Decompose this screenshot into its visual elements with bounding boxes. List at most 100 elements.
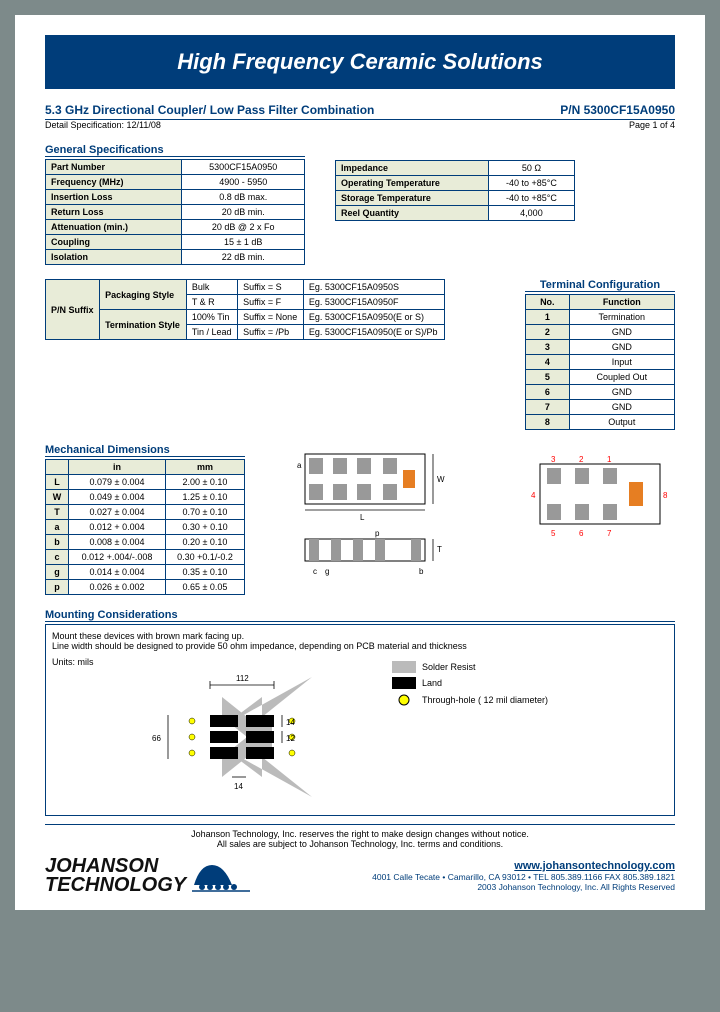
svg-text:p: p [375,529,380,538]
table-cell: 0.008 ± 0.004 [69,535,166,550]
table-cell: 0.35 ± 0.10 [165,565,244,580]
table-cell: Return Loss [46,205,182,220]
general-spec-table: Part Number5300CF15A0950Frequency (MHz)4… [45,159,305,265]
company-address: 4001 Calle Tecate • Camarillo, CA 93012 … [372,872,675,882]
mounting-diagram: 112 14 12 66 14 [132,657,372,809]
table-cell: Insertion Loss [46,190,182,205]
table-cell: 1 [526,310,570,325]
footer-line1: Johanson Technology, Inc. reserves the r… [45,829,675,839]
svg-text:3: 3 [551,455,556,464]
table-cell: W [46,490,69,505]
part-number-label: P/N 5300CF15A0950 [560,103,675,117]
mounting-line2: Line width should be designed to provide… [52,641,668,651]
table-cell: 2.00 ± 0.10 [165,475,244,490]
table-cell: 3 [526,340,570,355]
svg-text:g: g [325,567,329,576]
svg-text:112: 112 [236,674,249,683]
table-cell: Storage Temperature [336,191,489,206]
table-cell: Suffix = F [238,295,304,310]
page-number: Page 1 of 4 [629,120,675,130]
land-swatch [392,677,416,689]
table-cell: Suffix = S [238,280,304,295]
table-cell: Isolation [46,250,182,265]
mounting-legend: Solder Resist Land Through-hole ( 12 mil… [392,657,548,809]
table-cell [46,460,69,475]
table-cell: 22 dB min. [182,250,305,265]
table-cell: Input [569,355,674,370]
table-cell: 7 [526,400,570,415]
table-cell: GND [569,340,674,355]
detail-spec-date: Detail Specification: 12/11/08 [45,120,161,130]
table-cell: 0.8 dB max. [182,190,305,205]
svg-text:7: 7 [607,529,612,538]
mech-dim-heading: Mechanical Dimensions [45,444,245,457]
company-logo: JOHANSON TECHNOLOGY [45,857,186,895]
table-cell: Output [569,415,674,430]
table-cell: 0.30 +0.1/-0.2 [165,550,244,565]
table-cell: Frequency (MHz) [46,175,182,190]
svg-text:T: T [437,545,442,554]
footer-line2: All sales are subject to Johanson Techno… [45,839,675,849]
datasheet-page: High Frequency Ceramic Solutions 5.3 GHz… [15,15,705,910]
legend-land: Land [422,678,442,688]
table-cell: 15 ± 1 dB [182,235,305,250]
website-link[interactable]: www.johansontechnology.com [372,860,675,872]
table-cell: Function [569,295,674,310]
table-cell: Suffix = None [238,310,304,325]
table-cell: Eg. 5300CF15A0950(E or S) [303,310,444,325]
table-cell: 4 [526,355,570,370]
legend-through: Through-hole ( 12 mil diameter) [422,695,548,705]
svg-text:14: 14 [234,782,243,791]
table-cell: GND [569,325,674,340]
table-cell: 6 [526,385,570,400]
logo-row: JOHANSON TECHNOLOGY www.johansontechnolo… [45,857,675,895]
table-cell: Coupled Out [569,370,674,385]
mech-dim-table: inmmL0.079 ± 0.0042.00 ± 0.10W0.049 ± 0.… [45,459,245,595]
svg-text:5: 5 [551,529,556,538]
table-cell: Bulk [186,280,237,295]
table-cell: L [46,475,69,490]
table-cell: Impedance [336,161,489,176]
env-spec-table: Impedance50 ΩOperating Temperature-40 to… [335,160,575,221]
table-cell: Tin / Lead [186,325,237,340]
mech-row: Mechanical Dimensions inmmL0.079 ± 0.004… [45,444,675,595]
logo-icon [192,859,252,893]
table-cell: No. [526,295,570,310]
banner-title: High Frequency Ceramic Solutions [45,35,675,89]
svg-text:c: c [313,567,317,576]
table-cell: GND [569,400,674,415]
svg-text:b: b [419,567,424,576]
table-cell: 1.25 ± 0.10 [165,490,244,505]
table-cell: Coupling [46,235,182,250]
title-row: 5.3 GHz Directional Coupler/ Low Pass Fi… [45,103,675,120]
table-cell: Eg. 5300CF15A0950(E or S)/Pb [303,325,444,340]
table-cell: 0.70 ± 0.10 [165,505,244,520]
svg-text:4: 4 [531,491,536,500]
table-cell: 8 [526,415,570,430]
table-cell: 4900 - 5950 [182,175,305,190]
table-cell: 20 dB min. [182,205,305,220]
table-cell: 0.049 ± 0.004 [69,490,166,505]
table-cell: 0.65 ± 0.05 [165,580,244,595]
company-info: www.johansontechnology.com 4001 Calle Te… [372,860,675,892]
table-cell: Attenuation (min.) [46,220,182,235]
table-cell: -40 to +85°C [488,176,574,191]
table-cell: p [46,580,69,595]
table-cell: 0.20 ± 0.10 [165,535,244,550]
table-cell: 0.012 +.004/-.008 [69,550,166,565]
table-cell: a [46,520,69,535]
spec-row: General Specifications Part Number5300CF… [45,144,675,265]
terminal-diagram: 3 2 1 4 8 5 6 7 [525,444,675,547]
mounting-box: Mount these devices with brown mark faci… [45,624,675,816]
table-cell: T & R [186,295,237,310]
table-cell: 4,000 [488,206,574,221]
subtitle-row: Detail Specification: 12/11/08 Page 1 of… [45,120,675,130]
table-cell: 5300CF15A0950 [182,160,305,175]
table-cell: Reel Quantity [336,206,489,221]
svg-text:14: 14 [286,718,295,727]
table-cell: T [46,505,69,520]
svg-text:a: a [297,461,302,470]
table-cell: 0.026 ± 0.002 [69,580,166,595]
table-cell: 5 [526,370,570,385]
table-cell: 0.014 ± 0.004 [69,565,166,580]
